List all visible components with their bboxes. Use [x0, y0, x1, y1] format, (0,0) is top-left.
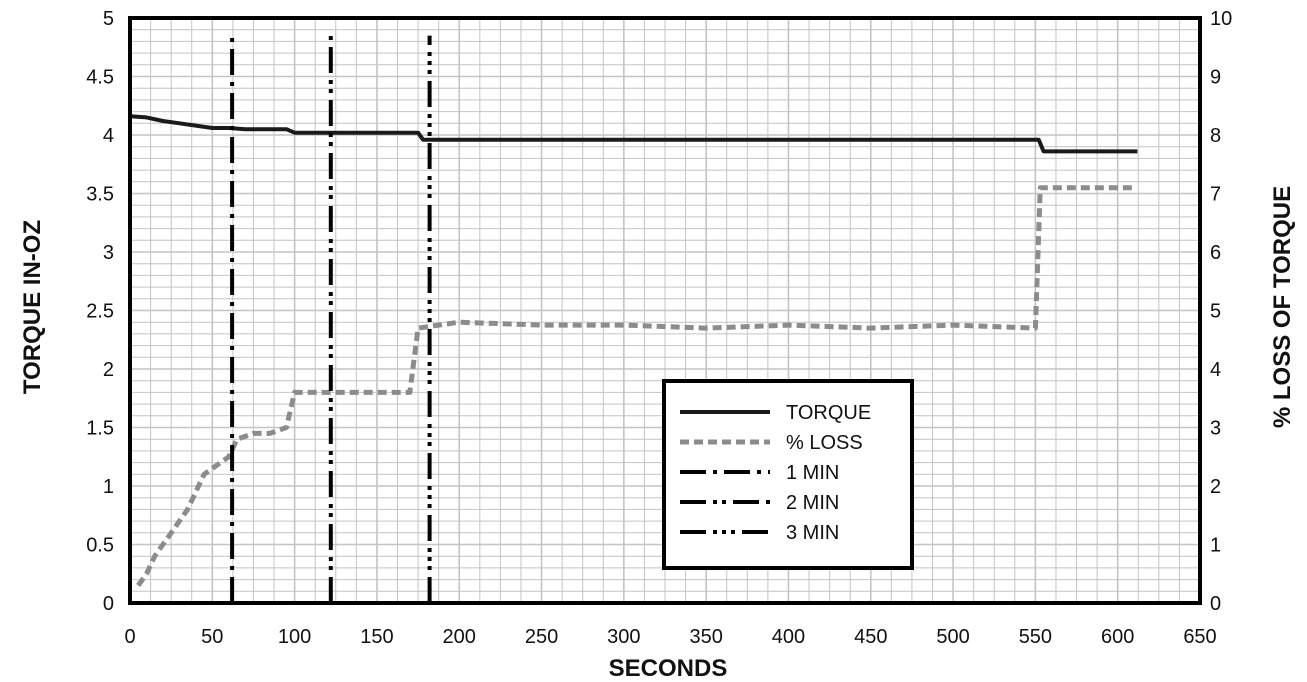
y2-tick-label: 4	[1210, 359, 1221, 381]
x-tick-label: 350	[689, 626, 722, 648]
y-axis-title: TORQUE IN-OZ	[19, 220, 46, 394]
y2-tick-label: 5	[1210, 301, 1221, 323]
x-tick-label: 500	[936, 626, 969, 648]
y2-tick-label: 7	[1210, 184, 1221, 206]
x-tick-label: 50	[201, 626, 223, 648]
x-axis-title: SECONDS	[609, 655, 728, 682]
y-tick-label: 0.5	[86, 535, 114, 557]
x-tick-label: 650	[1183, 626, 1216, 648]
y2-tick-label: 10	[1210, 8, 1232, 30]
y2-tick-label: 2	[1210, 476, 1221, 498]
x-tick-label: 100	[278, 626, 311, 648]
y-tick-label: 3	[103, 242, 114, 264]
y2-tick-label: 0	[1210, 593, 1221, 615]
legend-label-3-min: 3 MIN	[786, 522, 839, 544]
y-tick-label: 1	[103, 476, 114, 498]
y2-tick-labels: 0 1 2 3 4 5 6 7 8 9 10	[1210, 8, 1232, 615]
y2-tick-label: 6	[1210, 242, 1221, 264]
y-tick-label: 5	[103, 8, 114, 30]
legend-label-2-min: 2 MIN	[786, 492, 839, 514]
x-tick-label: 550	[1019, 626, 1052, 648]
plot-frame	[128, 16, 1202, 605]
x-tick-label: 150	[360, 626, 393, 648]
x-tick-label: 400	[772, 626, 805, 648]
y-tick-label: 1.5	[86, 418, 114, 440]
y2-tick-label: 9	[1210, 67, 1221, 89]
y-tick-label: 0	[103, 593, 114, 615]
legend-label-1-min: 1 MIN	[786, 462, 839, 484]
legend-label-loss: % LOSS	[786, 432, 863, 454]
y2-axis-title: % LOSS OF TORQUE	[1269, 186, 1296, 428]
y-tick-label: 3.5	[86, 184, 114, 206]
series-layer	[129, 35, 1138, 603]
y-tick-labels: 0 0.5 1 1.5 2 2.5 3 3.5 4 4.5 5	[86, 8, 114, 615]
x-tick-label: 250	[525, 626, 558, 648]
legend-label-torque: TORQUE	[786, 402, 871, 424]
y-tick-label: 4	[103, 125, 114, 147]
y2-tick-label: 8	[1210, 125, 1221, 147]
x-tick-label: 600	[1101, 626, 1134, 648]
x-tick-label: 200	[443, 626, 476, 648]
y-tick-label: 2	[103, 359, 114, 381]
y2-tick-label: 3	[1210, 418, 1221, 440]
x-tick-label: 450	[854, 626, 887, 648]
x-tick-labels: 0 50 100 150 200 250 300 350 400 450 500 550 600 650	[124, 626, 1216, 648]
x-tick-label: 300	[607, 626, 640, 648]
y2-tick-label: 1	[1210, 535, 1221, 557]
legend: TORQUE % LOSS 1 MIN 2 MIN 3 MIN	[662, 379, 914, 570]
series-line-loss	[136, 185, 1135, 587]
y-tick-label: 4.5	[86, 67, 114, 89]
series-line-torque	[129, 114, 1138, 154]
y-tick-label: 2.5	[86, 301, 114, 323]
x-tick-label: 0	[124, 626, 135, 648]
